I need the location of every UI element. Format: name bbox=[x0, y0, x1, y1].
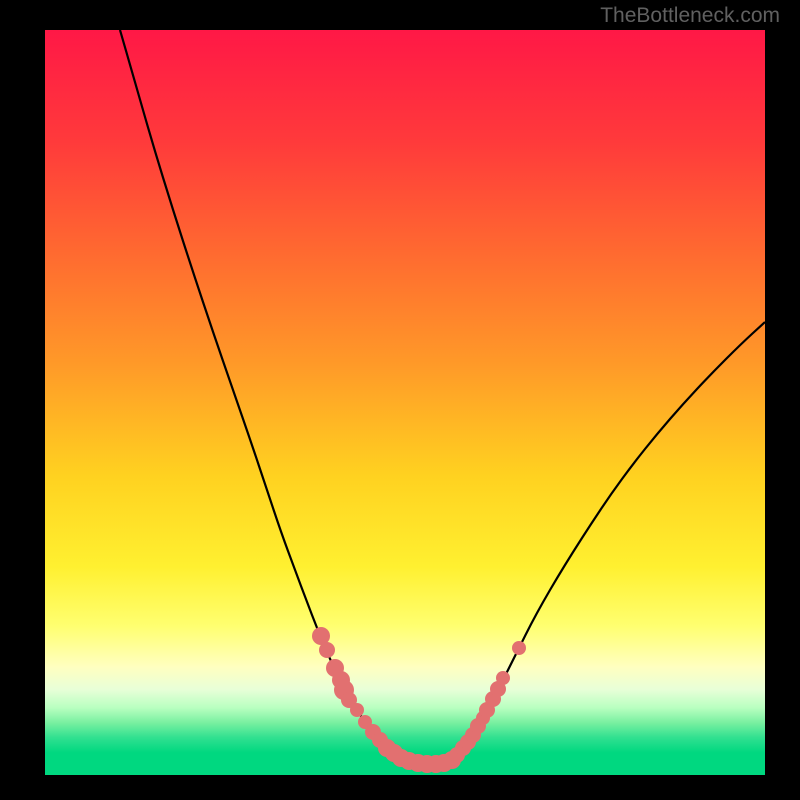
bead-point bbox=[350, 703, 364, 717]
bead-point bbox=[319, 642, 335, 658]
curve-right-branch bbox=[430, 322, 765, 765]
curve-layer bbox=[45, 30, 765, 775]
bead-point bbox=[496, 671, 510, 685]
watermark-text: TheBottleneck.com bbox=[600, 4, 780, 28]
bead-point bbox=[512, 641, 526, 655]
plot-area bbox=[45, 30, 765, 775]
bead-cluster bbox=[312, 627, 526, 773]
curve-left-branch bbox=[120, 30, 430, 765]
